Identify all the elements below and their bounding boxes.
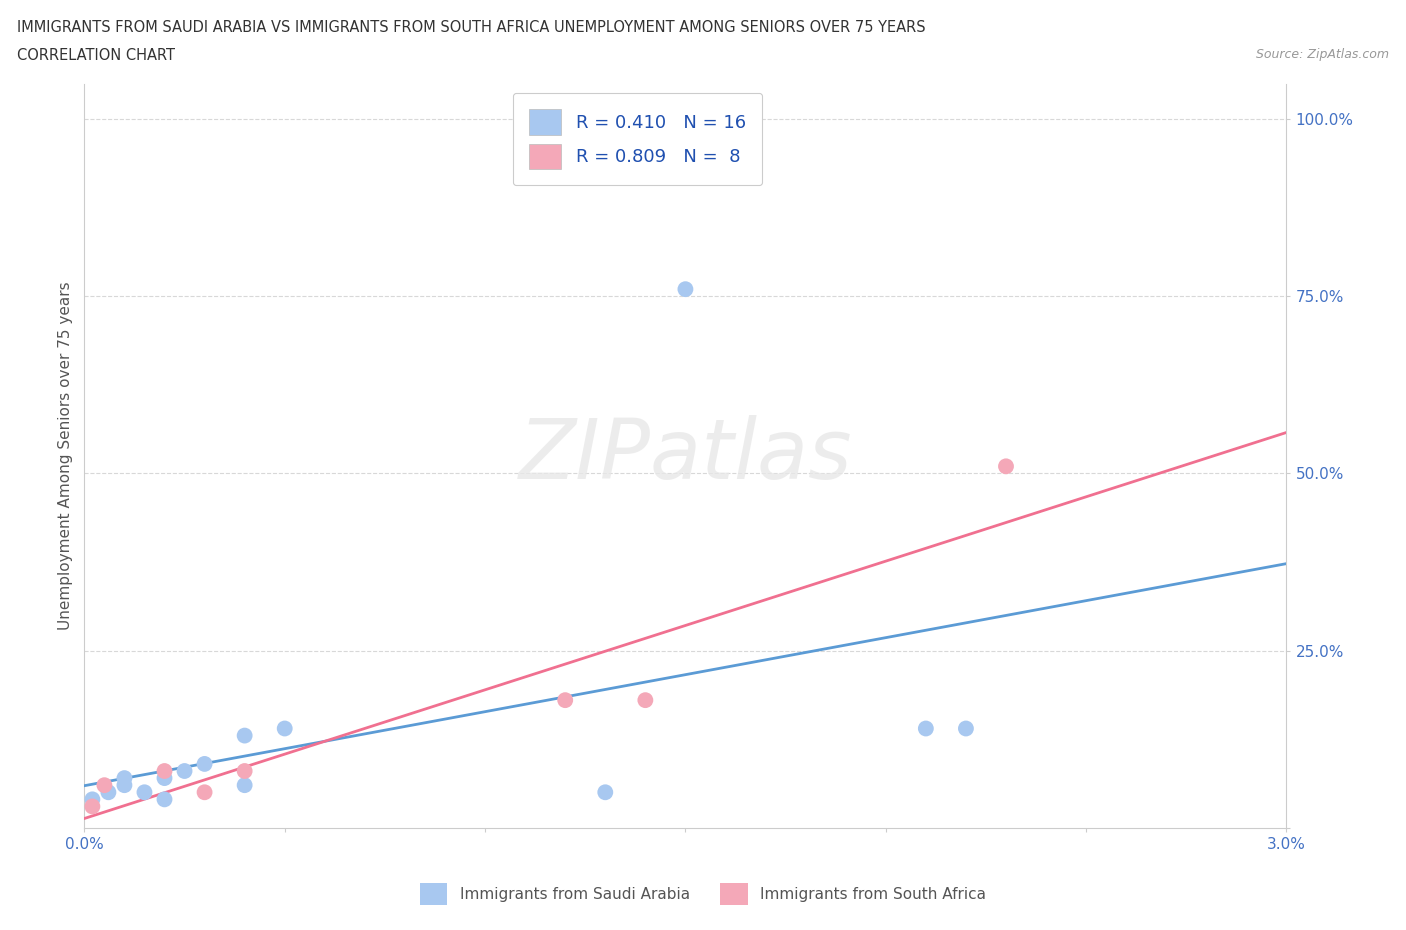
Point <box>595 785 617 800</box>
Point <box>93 777 115 792</box>
Point <box>233 728 256 743</box>
Point <box>955 721 977 736</box>
Point <box>153 771 176 786</box>
Point <box>134 785 156 800</box>
Point <box>634 693 657 708</box>
Point <box>915 721 938 736</box>
Point <box>114 777 135 792</box>
Point <box>274 721 297 736</box>
Point <box>153 792 176 807</box>
Point <box>153 764 176 778</box>
Point <box>97 785 120 800</box>
Point <box>675 282 697 297</box>
Point <box>173 764 195 778</box>
Point <box>233 777 256 792</box>
Point <box>194 785 217 800</box>
Point <box>554 693 576 708</box>
Legend: Immigrants from Saudi Arabia, Immigrants from South Africa: Immigrants from Saudi Arabia, Immigrants… <box>413 877 993 911</box>
Point <box>82 792 104 807</box>
Point <box>194 756 217 771</box>
Y-axis label: Unemployment Among Seniors over 75 years: Unemployment Among Seniors over 75 years <box>58 282 73 630</box>
Point <box>995 458 1018 473</box>
Point <box>82 799 104 814</box>
Text: IMMIGRANTS FROM SAUDI ARABIA VS IMMIGRANTS FROM SOUTH AFRICA UNEMPLOYMENT AMONG : IMMIGRANTS FROM SAUDI ARABIA VS IMMIGRAN… <box>17 20 925 35</box>
Text: ZIPatlas: ZIPatlas <box>519 415 852 497</box>
Legend: R = 0.410   N = 16, R = 0.809   N =  8: R = 0.410 N = 16, R = 0.809 N = 8 <box>513 93 762 185</box>
Point <box>114 771 135 786</box>
Text: Source: ZipAtlas.com: Source: ZipAtlas.com <box>1256 48 1389 61</box>
Point <box>233 764 256 778</box>
Text: CORRELATION CHART: CORRELATION CHART <box>17 48 174 63</box>
